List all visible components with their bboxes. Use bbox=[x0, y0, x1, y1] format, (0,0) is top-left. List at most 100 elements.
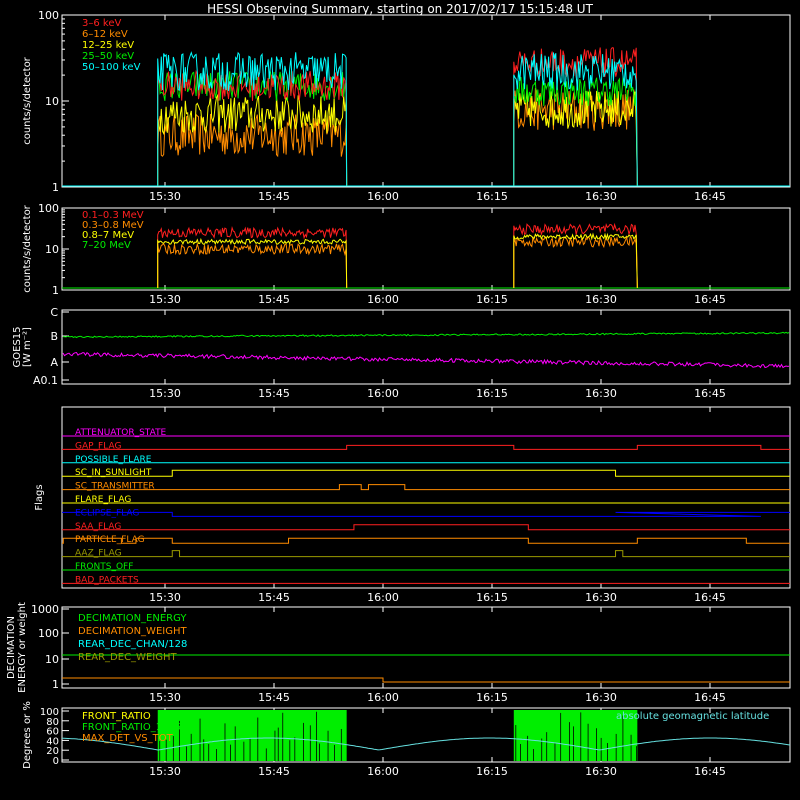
x-tick-label: 16:45 bbox=[694, 765, 726, 778]
x-tick-label: 16:30 bbox=[585, 691, 617, 704]
y-tick-label: B bbox=[50, 330, 58, 343]
legend-entry: 7–20 MeV bbox=[82, 240, 131, 251]
x-tick-label: 15:30 bbox=[149, 190, 181, 203]
panel-frame bbox=[61, 707, 791, 763]
y-axis-label: DECIMATION bbox=[6, 616, 17, 679]
x-tick-label: 16:30 bbox=[585, 591, 617, 604]
goes-short-line bbox=[62, 351, 790, 369]
panel-frame bbox=[61, 309, 791, 385]
x-tick-label: 16:45 bbox=[694, 591, 726, 604]
y-tick-label: 10 bbox=[45, 95, 59, 108]
x-tick-label: 16:00 bbox=[367, 387, 399, 400]
flag-line bbox=[62, 484, 790, 491]
y-tick-label: 1 bbox=[52, 181, 59, 194]
x-tick-label: 16:15 bbox=[476, 765, 508, 778]
x-tick-label: 15:45 bbox=[258, 293, 290, 306]
flag-label: FLARE_FLAG bbox=[75, 495, 131, 505]
flag-label: ATTENUATOR_STATE bbox=[75, 428, 167, 438]
x-tick-label: 16:45 bbox=[694, 190, 726, 203]
series-line-5 bbox=[513, 52, 638, 187]
flag-label: PARTICLE_FLAG bbox=[75, 535, 145, 545]
flag-line bbox=[62, 444, 790, 450]
y-axis-label: Flags bbox=[34, 484, 45, 510]
series-line-4 bbox=[513, 75, 638, 187]
y-axis-label: Degrees or % bbox=[22, 701, 33, 769]
x-tick-label: 16:30 bbox=[585, 293, 617, 306]
legend-entry: REAR_DEC_CHAN/128 bbox=[78, 639, 187, 650]
x-tick-label: 15:30 bbox=[149, 765, 181, 778]
y-tick-label: 100 bbox=[38, 627, 59, 640]
legend-entry: 12–25 keV bbox=[82, 40, 134, 51]
y-tick-label: A bbox=[50, 356, 58, 369]
y-tick-label: 100 bbox=[38, 202, 59, 215]
y-tick-label: 40 bbox=[46, 736, 59, 747]
flag-label: BAD_PACKETS bbox=[75, 575, 139, 585]
flag-line bbox=[62, 469, 790, 477]
flag-label: FRONTS_OFF bbox=[75, 562, 133, 572]
legend-entry: 25–50 keV bbox=[82, 51, 134, 62]
series-line-3 bbox=[157, 93, 348, 187]
series-line-rear-3 bbox=[157, 237, 348, 289]
flag-line bbox=[62, 550, 790, 558]
y-axis-label: counts/s/detector bbox=[22, 56, 33, 144]
chart-title: HESSI Observing Summary, starting on 201… bbox=[207, 2, 593, 16]
panel-frame bbox=[61, 606, 791, 689]
legend-entry: FRONT_RATIO_1225 bbox=[82, 722, 181, 733]
y-tick-label: 0 bbox=[53, 756, 59, 767]
legend-entry: DECIMATION_WEIGHT bbox=[78, 626, 187, 637]
y-tick-label: 60 bbox=[46, 727, 59, 738]
series-line-2 bbox=[157, 113, 348, 187]
x-tick-label: 16:15 bbox=[476, 591, 508, 604]
x-tick-label: 16:00 bbox=[367, 691, 399, 704]
legend-entry: FRONT_RATIO bbox=[82, 711, 151, 722]
flag-line bbox=[62, 537, 790, 544]
x-tick-label: 16:15 bbox=[476, 293, 508, 306]
y-tick-label: A0.1 bbox=[33, 374, 58, 387]
geomagnetic-latitude-line bbox=[61, 737, 791, 751]
goes-long-line bbox=[62, 331, 790, 339]
flag-label: GAP_FLAG bbox=[75, 441, 121, 451]
series-line-3 bbox=[513, 90, 638, 187]
y-axis-label: ENERGY or weight bbox=[17, 602, 28, 693]
x-tick-label: 16:45 bbox=[694, 387, 726, 400]
legend-entry: 50–100 keV bbox=[82, 62, 141, 73]
legend-entry: 0.8–7 MeV bbox=[82, 230, 134, 241]
x-tick-label: 15:45 bbox=[258, 691, 290, 704]
flag-line bbox=[62, 524, 790, 531]
front-ratio-1225-area bbox=[513, 710, 638, 761]
legend-entry: 6–12 keV bbox=[82, 29, 128, 40]
x-tick-label: 16:00 bbox=[367, 293, 399, 306]
legend-entry: REAR_DEC_WEIGHT bbox=[78, 652, 177, 663]
series-line-5 bbox=[157, 51, 348, 187]
legend-entry: 3–6 keV bbox=[82, 18, 121, 29]
flag-label: AAZ_FLAG bbox=[75, 549, 122, 559]
x-tick-label: 15:30 bbox=[149, 293, 181, 306]
series-line-rear-2 bbox=[157, 242, 348, 289]
legend-entry: MAX_DET_VS_TOT bbox=[82, 733, 174, 744]
flag-label: SAA_FLAG bbox=[75, 522, 121, 532]
x-tick-label: 16:00 bbox=[367, 591, 399, 604]
panel-frame bbox=[61, 14, 791, 188]
x-tick-label: 15:30 bbox=[149, 691, 181, 704]
y-tick-label: 10 bbox=[45, 653, 59, 666]
y-tick-label: 100 bbox=[38, 9, 59, 22]
y-tick-label: 1 bbox=[52, 678, 59, 691]
y-axis-label: GOES15 bbox=[12, 326, 23, 367]
flag-label: SC_TRANSMITTER bbox=[75, 482, 155, 492]
flag-label: POSSIBLE_FLARE bbox=[75, 455, 152, 465]
panel-frame bbox=[61, 207, 791, 291]
x-tick-label: 15:45 bbox=[258, 591, 290, 604]
y-tick-label: 1000 bbox=[31, 603, 59, 616]
x-tick-label: 16:15 bbox=[476, 387, 508, 400]
legend-entry: 0.3–0.8 MeV bbox=[82, 220, 144, 231]
y-axis-label: [W m⁻²] bbox=[22, 327, 33, 367]
series-line-rear-1 bbox=[513, 222, 638, 289]
x-tick-label: 16:00 bbox=[367, 765, 399, 778]
x-tick-label: 15:45 bbox=[258, 765, 290, 778]
flag-label: ECLIPSE_FLAG bbox=[75, 508, 139, 518]
x-tick-label: 16:30 bbox=[585, 765, 617, 778]
front-ratio-1225-area bbox=[157, 710, 347, 761]
x-tick-label: 16:45 bbox=[694, 691, 726, 704]
y-tick-label: 80 bbox=[46, 717, 59, 728]
